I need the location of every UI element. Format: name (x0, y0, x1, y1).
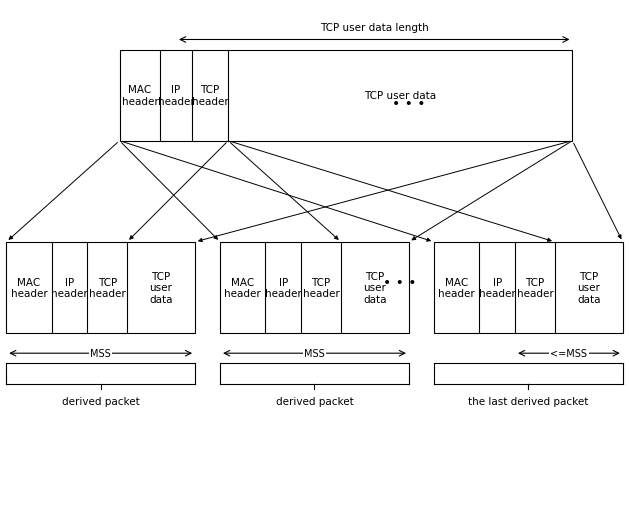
Text: TCP
user
data: TCP user data (363, 271, 387, 305)
Text: MAC
header: MAC header (438, 277, 475, 298)
FancyBboxPatch shape (120, 50, 572, 141)
Text: MAC
header: MAC header (225, 277, 261, 298)
Text: TCP
header: TCP header (192, 85, 228, 107)
Text: IP
header: IP header (265, 277, 302, 298)
Text: MSS: MSS (91, 348, 111, 359)
Text: TCP
header: TCP header (89, 277, 126, 298)
Text: IP
header: IP header (158, 85, 194, 107)
FancyBboxPatch shape (220, 242, 409, 333)
Text: MSS: MSS (304, 348, 325, 359)
Text: TCP user data length: TCP user data length (320, 23, 428, 33)
Text: TCP
header: TCP header (303, 277, 340, 298)
Text: TCP
user
data: TCP user data (577, 271, 601, 305)
Text: MAC
header: MAC header (11, 277, 47, 298)
Text: TCP
header: TCP header (516, 277, 554, 298)
Text: TCP
user
data: TCP user data (149, 271, 173, 305)
Text: derived packet: derived packet (276, 396, 353, 407)
Text: IP
header: IP header (479, 277, 516, 298)
FancyBboxPatch shape (434, 242, 623, 333)
Text: the last derived packet: the last derived packet (468, 396, 589, 407)
FancyBboxPatch shape (6, 242, 195, 333)
Text: <=MSS: <=MSS (550, 348, 587, 359)
Text: • • •: • • • (382, 276, 416, 290)
Text: MAC
header: MAC header (121, 85, 159, 107)
Text: derived packet: derived packet (62, 396, 140, 407)
Text: TCP user data: TCP user data (364, 91, 437, 101)
Text: IP
header: IP header (51, 277, 88, 298)
Text: • • •: • • • (392, 96, 426, 111)
